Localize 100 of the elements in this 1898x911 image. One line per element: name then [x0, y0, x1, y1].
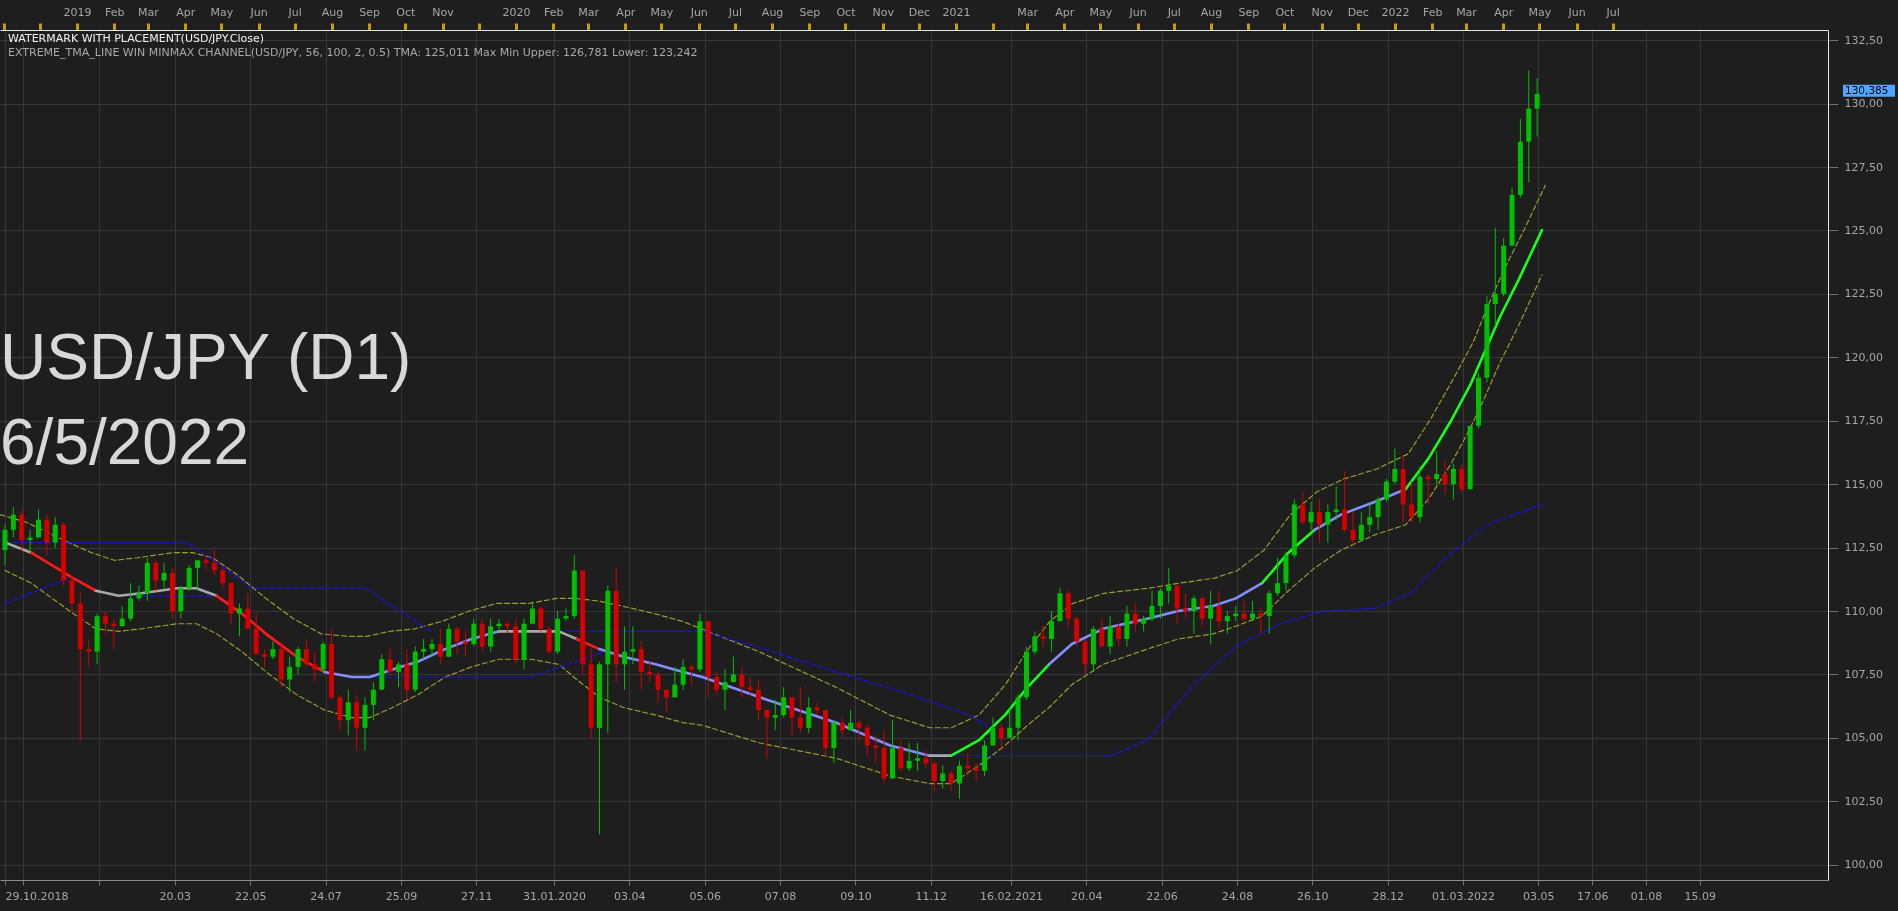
x2-tick-label: Dec	[908, 5, 930, 19]
candlestick	[1367, 503, 1373, 533]
candlestick	[362, 696, 368, 752]
candlestick	[128, 582, 134, 622]
candlestick	[1434, 450, 1440, 485]
y-tick-label: 120,00	[1844, 350, 1883, 364]
candlestick	[1275, 557, 1281, 597]
candlestick	[1383, 478, 1389, 503]
x2-tick-label: Nov	[1311, 5, 1334, 19]
x2-tick-label: Jul	[1605, 5, 1620, 19]
x-tick-label: 20.04	[1070, 889, 1103, 903]
candlestick	[454, 625, 460, 655]
candlestick	[940, 765, 946, 790]
candlestick	[1049, 610, 1055, 653]
candlestick	[52, 516, 58, 549]
x2-tick-label: Dec	[1347, 5, 1369, 19]
candlestick	[345, 689, 351, 736]
y-tick-label: 102,50	[1844, 794, 1883, 808]
candlestick	[1007, 706, 1013, 739]
candlestick	[1199, 595, 1205, 627]
candlestick	[1325, 503, 1331, 544]
candlestick	[178, 585, 184, 620]
x2-tick-label: Aug	[761, 5, 784, 19]
candlestick	[1459, 463, 1465, 493]
x-tick-label: 25.09	[385, 889, 418, 903]
candlestick	[295, 646, 301, 675]
candlestick	[136, 585, 142, 602]
candlestick	[906, 742, 912, 772]
candlestick	[102, 610, 108, 635]
candlestick	[864, 724, 870, 757]
candlestick	[1358, 511, 1364, 541]
x-tick-label: 09.10	[840, 889, 872, 903]
x2-tick-label: Jun	[249, 5, 268, 19]
candlestick	[44, 514, 50, 556]
x2-tick-label: Sep	[1238, 5, 1260, 19]
x2-tick-label: Oct	[1275, 5, 1296, 19]
x-tick-label: 16.02.2021	[979, 889, 1043, 903]
x2-tick-label: 2020	[502, 5, 531, 19]
x-tick-label: 11.12	[915, 889, 947, 903]
x-tick-label: 01.03.2022	[1432, 889, 1495, 903]
candlestick	[1442, 460, 1448, 495]
candlestick	[772, 699, 778, 731]
candlestick	[211, 549, 217, 577]
x2-tick-label: Mar	[578, 5, 600, 19]
candlestick	[1099, 618, 1105, 648]
candlestick	[1249, 600, 1255, 622]
candlestick	[1216, 590, 1222, 630]
text: USD/JPY (D1)	[0, 321, 412, 393]
candlestick	[1191, 595, 1197, 635]
candlestick	[1375, 496, 1381, 531]
candlestick	[806, 696, 812, 734]
candlestick	[730, 656, 736, 683]
candlestick	[546, 625, 552, 655]
candlestick	[27, 529, 33, 554]
candlestick	[270, 640, 276, 660]
x2-tick-label: Mar	[1017, 5, 1039, 19]
y-tick-label: 117,50	[1844, 414, 1883, 428]
x2-tick-label: Jun	[1567, 5, 1586, 19]
x-tick-label: 03.05	[1523, 889, 1555, 903]
candlestick	[948, 770, 954, 792]
y-tick-label: 125,00	[1844, 223, 1883, 237]
candlestick	[915, 742, 921, 772]
candlestick	[186, 564, 192, 592]
x2-tick-label: May	[650, 5, 674, 19]
candlestick	[1082, 638, 1088, 675]
candlestick	[488, 618, 494, 653]
x-tick-label: 26.10	[1297, 889, 1329, 903]
candlestick	[638, 640, 644, 691]
candlestick	[1409, 481, 1415, 523]
x2-tick-label: Jun	[1128, 5, 1147, 19]
candlestick	[86, 638, 92, 668]
candlestick	[1241, 600, 1247, 622]
x2-tick-label: Feb	[105, 5, 125, 19]
x-tick-label: 27.11	[460, 889, 493, 903]
y-tick-label: 100,00	[1844, 858, 1883, 872]
x2-tick-label: Oct	[396, 5, 416, 19]
candlestick	[1534, 77, 1540, 138]
candlestick	[161, 562, 167, 589]
line-series	[0, 184, 1546, 729]
candlestick	[370, 681, 376, 721]
candlestick	[1266, 590, 1272, 635]
candlestick	[747, 676, 753, 698]
candlestick	[672, 666, 678, 698]
x2-tick-label: Apr	[616, 5, 636, 19]
candlestick	[1132, 602, 1138, 632]
line-series	[4, 274, 1543, 785]
candlestick	[471, 618, 477, 648]
candlestick	[153, 559, 159, 592]
x2-tick-label: Apr	[176, 5, 196, 19]
candlestick	[337, 694, 343, 731]
x-tick-label: 28.12	[1372, 889, 1404, 903]
x-tick-label: 17.06	[1576, 889, 1609, 903]
x-tick-label: 03.04	[614, 889, 646, 903]
candlestick	[764, 709, 770, 759]
candlestick	[714, 671, 720, 696]
x2-tick-label: Feb	[1423, 5, 1443, 19]
candlestick	[563, 608, 569, 622]
x-tick-label: 05.06	[689, 889, 721, 903]
candlestick	[69, 575, 75, 612]
x-tick-label: 22.05	[234, 889, 267, 903]
